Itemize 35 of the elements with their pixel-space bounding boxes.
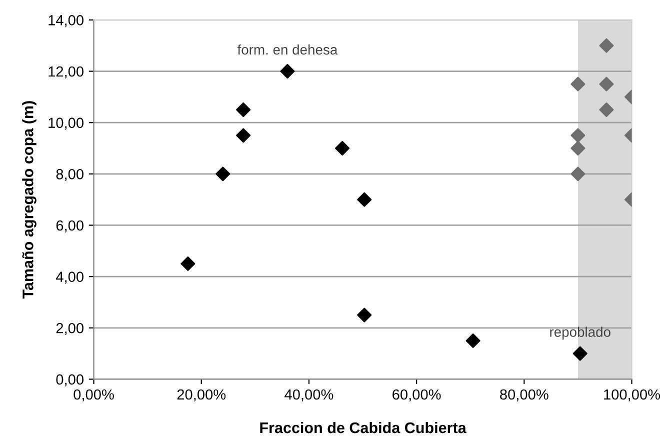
annotation: repoblado [550, 326, 610, 340]
x-tick-label: 60,00% [392, 389, 441, 402]
x-tick-label: 0,00% [74, 389, 114, 402]
point [236, 128, 251, 143]
y-tick-label: 12,00 [48, 66, 84, 78]
point [599, 38, 614, 53]
point [570, 140, 586, 156]
y-tick-label: 0,00 [56, 374, 84, 386]
y-tick-label: 4,00 [56, 272, 84, 284]
point [357, 192, 372, 207]
y-tick-label: 6,00 [56, 220, 84, 232]
point [570, 128, 586, 143]
x-tick-label: 20,00% [177, 389, 226, 402]
x-axis-title: Fraccion de Cabida Cubierta [260, 422, 466, 434]
point [236, 102, 251, 118]
point [280, 64, 295, 79]
point [599, 76, 614, 92]
annotation: form. en dehesa [237, 44, 338, 55]
y-tick-label: 2,00 [56, 322, 84, 336]
point [216, 166, 230, 182]
y-tick-label: 14,00 [48, 15, 84, 28]
point [357, 308, 372, 322]
point [572, 346, 588, 361]
y-tick-label: 8,00 [56, 169, 84, 182]
point [570, 166, 586, 182]
y-axis-title: Tamaño agregado copa (m) [22, 101, 36, 299]
x-tick-label: 80,00% [500, 389, 548, 402]
point [335, 140, 350, 156]
point [466, 333, 480, 348]
x-tick-label: 40,00% [284, 389, 334, 402]
x-tick-label: 100,00% [604, 389, 660, 402]
point [599, 102, 614, 118]
point [180, 256, 196, 272]
point [570, 76, 586, 92]
y-tick-label: 10,00 [48, 118, 84, 130]
